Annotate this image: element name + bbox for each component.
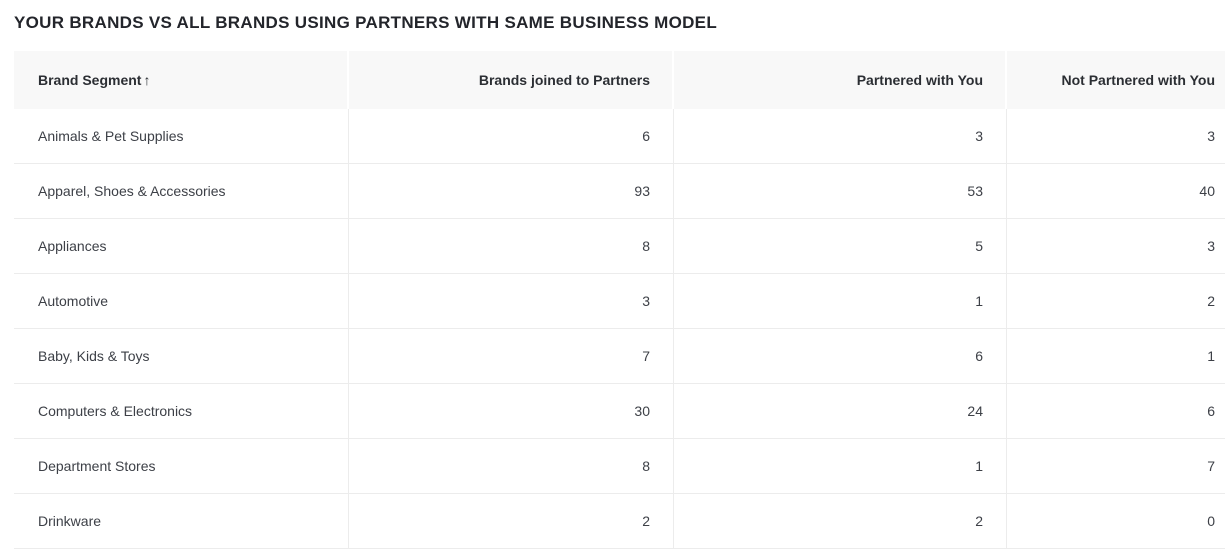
cell-brands-joined-to-partners: 30: [348, 384, 672, 438]
cell-brand-segment: Appliances: [38, 238, 107, 254]
page-title: YOUR BRANDS VS ALL BRANDS USING PARTNERS…: [14, 13, 718, 32]
table-row: Computers & Electronics 30 24 6: [14, 384, 1225, 439]
table-row: Automotive 3 1 2: [14, 274, 1225, 329]
table-row: Baby, Kids & Toys 7 6 1: [14, 329, 1225, 384]
cell-partnered-with-you: 1: [673, 439, 1005, 493]
cell-partnered-with-you: 6: [673, 329, 1005, 383]
cell-brands-joined-to-partners: 2: [348, 494, 672, 548]
cell-partnered-with-you: 53: [673, 164, 1005, 218]
cell-partnered-with-you: 2: [673, 494, 1005, 548]
cell-brands-joined-to-partners: 6: [348, 109, 672, 163]
cell-not-partnered-with-you: 7: [1006, 439, 1225, 493]
cell-brands-joined-to-partners: 8: [348, 219, 672, 273]
cell-brands-joined-to-partners: 3: [348, 274, 672, 328]
cell-not-partnered-with-you: 1: [1006, 329, 1225, 383]
column-header-not-partnered-with-you[interactable]: Not Partnered with You: [1007, 51, 1225, 109]
brands-comparison-table: Brand Segment ↑ Brands joined to Partners…: [14, 51, 1225, 549]
cell-not-partnered-with-you: 6: [1006, 384, 1225, 438]
cell-brands-joined-to-partners: 7: [348, 329, 672, 383]
table-row: Animals & Pet Supplies 6 3 3: [14, 109, 1225, 164]
cell-brands-joined-to-partners: 8: [348, 439, 672, 493]
cell-brand-segment: Drinkware: [38, 513, 102, 529]
cell-partnered-with-you: 3: [673, 109, 1005, 163]
cell-brand-segment: Department Stores: [38, 458, 156, 474]
table-body: Animals & Pet Supplies 6 3 3 Apparel, Sh…: [14, 109, 1225, 549]
cell-brand-segment: Animals & Pet Supplies: [38, 128, 184, 144]
table-header-row: Brand Segment ↑ Brands joined to Partners…: [14, 51, 1225, 109]
cell-partnered-with-you: 5: [673, 219, 1005, 273]
cell-not-partnered-with-you: 40: [1006, 164, 1225, 218]
cell-not-partnered-with-you: 2: [1006, 274, 1225, 328]
table-row: Drinkware 2 2 0: [14, 494, 1225, 549]
cell-not-partnered-with-you: 3: [1006, 109, 1225, 163]
cell-brands-joined-to-partners: 93: [348, 164, 672, 218]
column-header-brands-joined-to-partners[interactable]: Brands joined to Partners: [349, 51, 672, 109]
table-row: Department Stores 8 1 7: [14, 439, 1225, 494]
cell-brand-segment: Apparel, Shoes & Accessories: [38, 183, 226, 199]
cell-partnered-with-you: 1: [673, 274, 1005, 328]
cell-partnered-with-you: 24: [673, 384, 1005, 438]
cell-brand-segment: Baby, Kids & Toys: [38, 348, 150, 364]
cell-not-partnered-with-you: 3: [1006, 219, 1225, 273]
sort-ascending-icon: ↑: [143, 72, 151, 88]
cell-not-partnered-with-you: 0: [1006, 494, 1225, 548]
column-header-partnered-with-you[interactable]: Partnered with You: [674, 51, 1005, 109]
column-header-label: Brand Segment: [38, 72, 142, 88]
table-row: Appliances 8 5 3: [14, 219, 1225, 274]
table-row: Apparel, Shoes & Accessories 93 53 40: [14, 164, 1225, 219]
cell-brand-segment: Automotive: [38, 293, 109, 309]
column-header-brand-segment[interactable]: Brand Segment ↑: [14, 51, 347, 109]
cell-brand-segment: Computers & Electronics: [38, 403, 193, 419]
